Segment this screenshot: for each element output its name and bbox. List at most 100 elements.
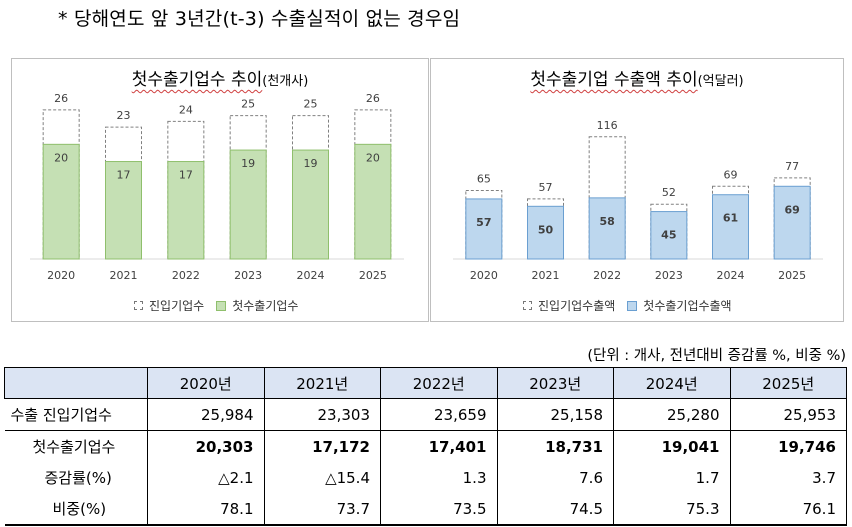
table-cell: 25,984: [147, 398, 265, 431]
data-label-first-exporters: 20: [54, 151, 68, 164]
chart-title-text: 첫수출기업 수출액 추이: [530, 70, 698, 90]
x-tick-label: 2025: [359, 269, 387, 282]
chart-title-text: 첫수출기업수 추이: [131, 70, 263, 90]
table-cell: 76.1: [730, 493, 847, 526]
footnote: * 당해연도 앞 3년간(t-3) 수출실적이 없는 경우임: [58, 8, 461, 30]
chart-panel-export-value: 첫수출기업 수출액 추이(억달러) 65 57 2020 57 50 2021 116 58 2…: [430, 58, 844, 322]
row-label: 비중(%): [4, 493, 148, 526]
table-cell: △15.4: [264, 462, 381, 493]
x-tick-label: 2022: [172, 269, 200, 282]
table-row: 비중(%) 78.1 73.7 73.5 74.5 75.3 76.1: [4, 493, 847, 526]
bar-first-exporters: [354, 143, 392, 260]
table-cell: 20,303: [147, 430, 265, 462]
data-label-entrants: 26: [366, 92, 380, 105]
data-label-entrants: 57: [539, 181, 553, 194]
bar-chart-company-count: 2620202023172021241720222519202325192024…: [30, 92, 404, 282]
data-label-first-exporters: 20: [366, 151, 380, 164]
table-cell: 25,953: [730, 398, 847, 431]
bar-chart-export-value: 65 57 2020 57 50 2021 116 58 2022 52 45 2023 69 61 202…: [453, 119, 823, 282]
summary-table: 2020년 2021년 2022년 2023년 2024년 2025년 수출 진…: [4, 367, 847, 526]
legend-swatch-first-exporters: [216, 300, 227, 311]
x-tick-label: 2022: [593, 269, 621, 282]
row-label: 첫수출기업수: [4, 430, 148, 462]
x-tick-label: 2021: [110, 269, 138, 282]
table-header-cell: [4, 367, 148, 399]
data-label-first-exporters: 19: [304, 157, 318, 170]
row-label: 증감률(%): [4, 462, 148, 493]
data-label-entrants: 69: [724, 168, 738, 181]
data-label-entrants: 23: [117, 109, 131, 122]
bar-first-exporters: [167, 161, 205, 260]
table-cell: 18,731: [497, 430, 614, 462]
table-header-cell: 2025년: [729, 367, 847, 399]
table-header-cell: 2024년: [613, 367, 731, 399]
table-cell: 23,659: [380, 398, 498, 431]
table-cell: 3.7: [730, 462, 847, 493]
table-cell: 73.5: [380, 493, 498, 526]
data-label-entrants: 52: [662, 186, 676, 199]
data-label-first-exporters: 58: [600, 215, 615, 228]
table-row: 첫수출기업수 20,303 17,172 17,401 18,731 19,04…: [4, 430, 847, 462]
x-tick-label: 2023: [234, 269, 262, 282]
table-cell: 78.1: [147, 493, 265, 526]
data-label-first-exporters: 19: [241, 157, 255, 170]
bar-first-exporters: [588, 197, 626, 260]
table-header-row: 2020년 2021년 2022년 2023년 2024년 2025년: [4, 367, 847, 399]
table-header-cell: 2020년: [147, 367, 265, 399]
table-cell: 73.7: [264, 493, 381, 526]
table-cell: 7.6: [497, 462, 614, 493]
legend-label-first-exporters: 첫수출기업수출액: [643, 299, 732, 313]
legend-swatch-entrants: [134, 301, 143, 310]
x-tick-label: 2024: [717, 269, 745, 282]
table-cell: 1.3: [380, 462, 498, 493]
table-cell: 1.7: [613, 462, 731, 493]
table-cell: 17,172: [264, 430, 381, 462]
table-cell: 75.3: [613, 493, 731, 526]
data-label-first-exporters: 57: [476, 216, 491, 229]
table-cell: 19,041: [613, 430, 731, 462]
bar-first-exporters: [465, 198, 503, 260]
data-label-entrants: 116: [597, 119, 618, 132]
x-tick-label: 2021: [532, 269, 560, 282]
chart-title: 첫수출기업수 추이(천개사): [12, 65, 428, 90]
data-label-first-exporters: 17: [179, 169, 193, 182]
data-label-entrants: 25: [241, 98, 255, 111]
bar-first-exporters: [292, 149, 329, 260]
legend: 진입기업수 첫수출기업수: [134, 297, 298, 314]
table-cell: 25,280: [613, 398, 731, 431]
legend-label-entrants: 진입기업수: [149, 299, 205, 313]
bar-first-exporters: [773, 185, 811, 260]
table-cell: 19,746: [730, 430, 847, 462]
row-label: 수출 진입기업수: [4, 398, 148, 431]
table-cell: △2.1: [147, 462, 265, 493]
bar-first-exporters: [712, 194, 749, 260]
bar-first-exporters: [42, 143, 80, 260]
table-cell: 17,401: [380, 430, 498, 462]
data-label-entrants: 24: [179, 103, 193, 116]
table-cell: 74.5: [497, 493, 614, 526]
table-row: 증감률(%) △2.1 △15.4 1.3 7.6 1.7 3.7: [4, 462, 847, 493]
data-label-entrants: 25: [304, 98, 318, 111]
legend-label-entrants: 진입기업수출액: [538, 299, 616, 313]
table-header-cell: 2023년: [496, 367, 614, 399]
table-unit-note: (단위 : 개사, 전년대비 증감률 %, 비중 %): [587, 348, 846, 364]
bar-first-exporters: [527, 205, 564, 260]
chart-unit: (천개사): [262, 74, 309, 89]
bar-first-exporters: [650, 211, 688, 260]
data-label-first-exporters: 61: [723, 212, 738, 225]
chart-panel-company-count: 첫수출기업수 추이(천개사) 26 20 2020 23 17 2021 24 17 2022 2…: [11, 58, 429, 322]
data-label-first-exporters: 17: [117, 169, 131, 182]
table-header-cell: 2021년: [263, 367, 381, 399]
data-label-entrants: 26: [54, 92, 68, 105]
chart-title: 첫수출기업 수출액 추이(억달러): [431, 65, 843, 90]
table-cell: 23,303: [264, 398, 381, 431]
bar-first-exporters: [105, 161, 142, 260]
legend-swatch-entrants: [523, 301, 532, 310]
x-tick-label: 2024: [297, 269, 325, 282]
table-header-cell: 2022년: [380, 367, 498, 399]
data-label-first-exporters: 69: [785, 203, 800, 216]
x-tick-label: 2020: [47, 269, 75, 282]
legend-swatch-first-exporters: [627, 300, 638, 311]
data-label-first-exporters: 50: [538, 223, 554, 236]
legend-label-first-exporters: 첫수출기업수: [232, 299, 299, 313]
